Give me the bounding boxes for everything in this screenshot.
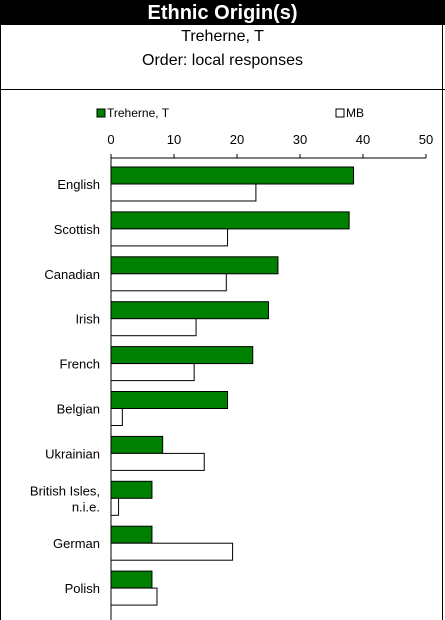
- category-label-1: English: [57, 177, 100, 192]
- category-label-8: British Isles,: [30, 483, 100, 498]
- bar-mb-5: [110, 363, 195, 382]
- bar-treherne-3: [110, 256, 279, 275]
- order-note: Order: local responses: [142, 52, 303, 69]
- bar-treherne-2: [110, 211, 350, 230]
- category-label-3: Canadian: [44, 267, 100, 282]
- region-subtitle: Treherne, T: [181, 28, 264, 45]
- bar-treherne-5: [110, 346, 254, 365]
- bar-treherne-7: [110, 435, 164, 454]
- bar-mb-10: [110, 587, 158, 606]
- category-label-9: German: [53, 536, 100, 551]
- x-tick-label-20: 20: [230, 132, 244, 147]
- bar-treherne-6: [110, 391, 229, 409]
- x-tick-label-30: 30: [293, 132, 307, 147]
- legend-label-1: Treherne, T: [107, 106, 170, 120]
- legend-swatch-1: [96, 108, 106, 118]
- bar-mb-7: [110, 452, 205, 471]
- bar-mb-9: [110, 542, 234, 561]
- category-label-8: n.i.e.: [72, 499, 100, 514]
- bar-treherne-10: [110, 570, 153, 589]
- bar-treherne-8: [110, 480, 153, 499]
- x-tick-label-40: 40: [356, 132, 370, 147]
- category-label-10: Polish: [65, 581, 100, 596]
- category-label-4: Irish: [75, 312, 100, 327]
- x-tick-label-10: 10: [167, 132, 181, 147]
- bar-treherne-4: [110, 301, 269, 320]
- x-tick-label-0: 0: [107, 132, 114, 147]
- category-label-6: Belgian: [57, 402, 100, 417]
- legend-label-2: MB: [346, 106, 364, 120]
- bar-mb-8: [110, 497, 120, 516]
- bar-treherne-1: [110, 166, 355, 185]
- bar-mb-3: [110, 273, 227, 292]
- bar-treherne-9: [110, 525, 153, 544]
- category-label-2: Scottish: [54, 222, 100, 237]
- header-divider: [0, 89, 445, 90]
- category-label-5: French: [60, 357, 100, 372]
- bar-mb-2: [110, 228, 229, 247]
- legend-swatch-2: [335, 108, 345, 118]
- bar-mb-1: [110, 183, 257, 202]
- category-label-7: Ukrainian: [45, 446, 100, 461]
- chart-title: Ethnic Origin(s): [0, 0, 445, 25]
- bar-chart: Treherne, T MB 0 10 20 30 40 50 English Scottish C…: [30, 106, 433, 620]
- bar-mb-6: [110, 408, 123, 426]
- bar-mb-4: [110, 318, 197, 337]
- x-tick-label-50: 50: [419, 132, 433, 147]
